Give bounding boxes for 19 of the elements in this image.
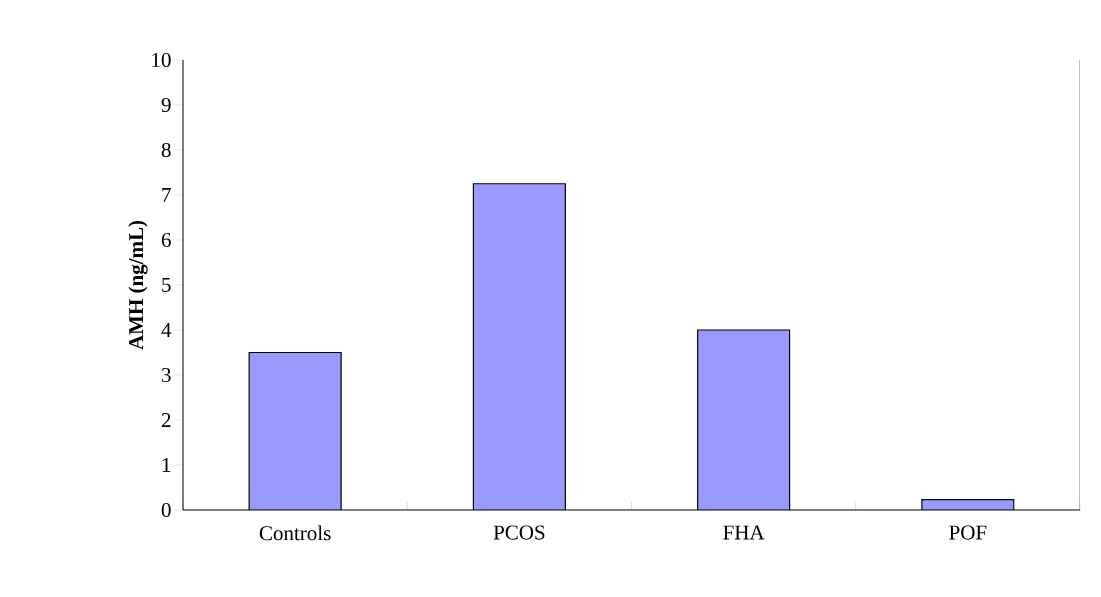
y-tick-label: 4: [161, 323, 172, 337]
y-tick-label: 10: [152, 52, 171, 68]
x-tick-label: FHA: [723, 525, 765, 540]
x-tick-label: PCOS: [493, 525, 545, 540]
x-tick-label: POF: [949, 525, 987, 540]
y-tick-label: 1: [162, 458, 171, 472]
y-tick-label: 2: [161, 413, 171, 427]
x-tick-label: Controls: [259, 525, 331, 541]
y-axis-title: AMH (ng/mL): [128, 220, 148, 350]
bar: [697, 329, 790, 510]
y-tick-label: 0: [161, 502, 171, 518]
y-tick-label: 7: [162, 188, 171, 202]
y-tick-label: 8: [161, 142, 171, 158]
y-tick-label: 9: [161, 97, 171, 113]
y-tick-label: 5: [162, 278, 171, 292]
y-tick-label: 3: [161, 367, 171, 383]
y-tick-label: 6: [161, 232, 171, 248]
bar: [473, 183, 566, 510]
bar: [249, 352, 342, 510]
